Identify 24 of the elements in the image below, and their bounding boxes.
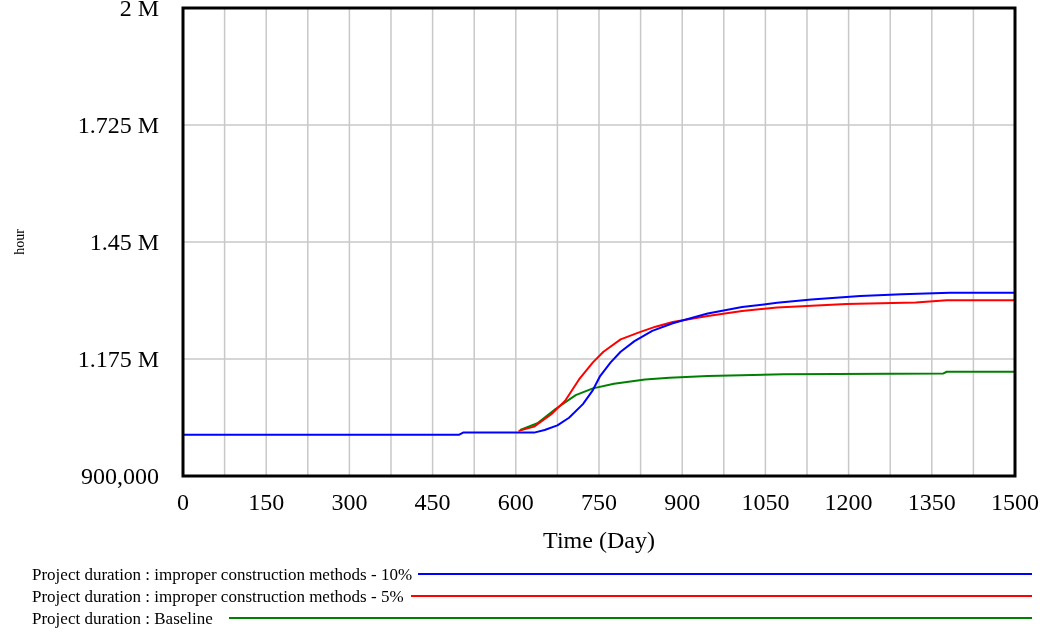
x-tick-label: 300 [331, 489, 368, 515]
y-axis-title: hour [12, 228, 27, 255]
x-axis-title: Time (Day) [543, 527, 655, 553]
x-tick-label: 150 [248, 489, 285, 515]
x-tick-label: 750 [581, 489, 617, 515]
legend-label: Project duration : improper construction methods - 10% [32, 564, 413, 584]
line-series [182, 291, 1016, 436]
x-tick-label: 1200 [824, 489, 873, 515]
x-tick-label: 0 [177, 489, 189, 515]
x-tick-label: 900 [664, 489, 701, 515]
legend-label: Project duration : Baseline [32, 608, 213, 628]
legend-label: Project duration : improper construction methods - 5% [32, 586, 404, 606]
x-tick-label: 1050 [741, 489, 790, 515]
y-tick-label: 1.725 M [77, 112, 159, 138]
y-tick-label: 2 M [119, 0, 159, 21]
x-tick-label: 1350 [907, 489, 956, 515]
x-tick-label: 450 [414, 489, 451, 515]
y-tick-label: 1.175 M [77, 346, 159, 372]
x-tick-label: 600 [497, 489, 534, 515]
y-tick-label: 900,000 [81, 463, 159, 489]
x-tick-label: 1500 [991, 489, 1039, 515]
y-tick-label: 1.45 M [89, 229, 159, 255]
line-series [517, 299, 1016, 432]
line-series [519, 370, 1016, 432]
